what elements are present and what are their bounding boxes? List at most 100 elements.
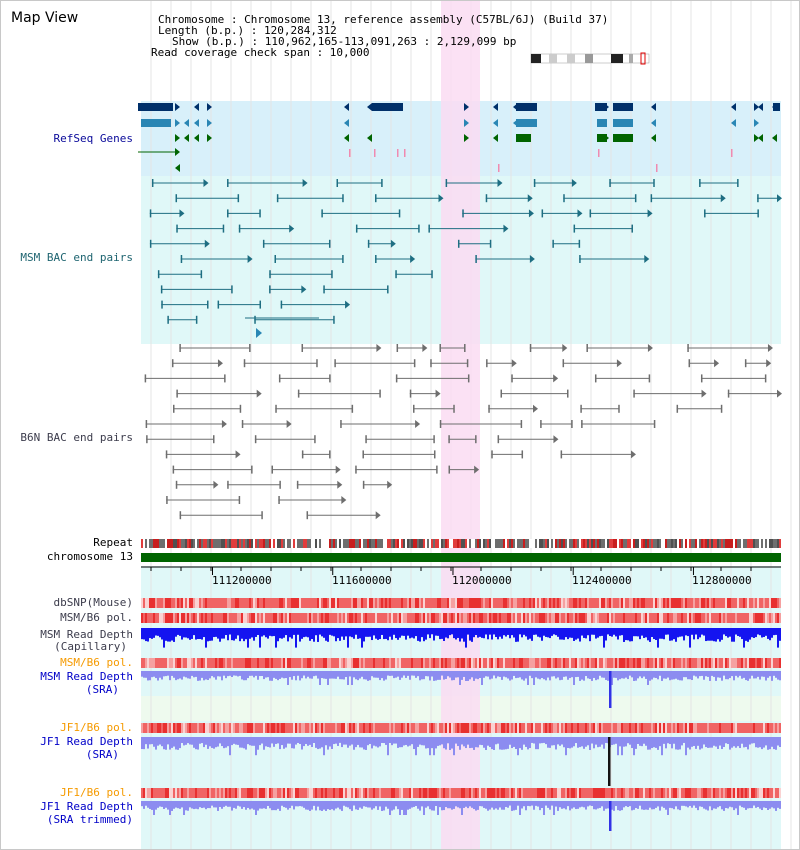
track-label-jf1-pol-trimmed[interactable]: JF1/B6 pol. xyxy=(60,786,133,799)
jf1-pol-heat xyxy=(583,723,585,733)
track-label-refseq[interactable]: RefSeq Genes xyxy=(53,132,133,145)
dbsnp-heat xyxy=(541,598,543,608)
dbsnp-heat xyxy=(563,598,565,608)
msm-pol-heat xyxy=(661,613,663,623)
dbsnp-heat xyxy=(741,598,743,608)
msm-depth-capillary-bar xyxy=(247,628,249,648)
msm-pol-heat xyxy=(419,613,421,623)
track-label-msm-pol[interactable]: MSM/B6 pol. xyxy=(60,611,133,624)
msm-depth-sra-bar xyxy=(499,671,501,677)
msm-pol-sra-heat xyxy=(249,658,251,668)
jf1-depth-sra-bar xyxy=(747,737,749,750)
msm-depth-capillary-bar xyxy=(569,628,571,638)
repeat-mark xyxy=(151,539,153,548)
track-label-msm-bac[interactable]: MSM BAC end pairs xyxy=(20,251,133,264)
jf1-depth-trimmed-bar xyxy=(463,801,465,808)
jf1-depth-trimmed-bar xyxy=(449,801,451,809)
dbsnp-heat xyxy=(229,598,231,608)
repeat-mark xyxy=(375,539,377,548)
msm-pol-sra-heat xyxy=(733,658,735,668)
track-label-jf1-pol[interactable]: JF1/B6 pol. xyxy=(60,721,133,734)
jf1-depth-sra-bar xyxy=(767,737,769,750)
msm-pol-sra-heat xyxy=(667,658,669,668)
jf1-depth-trimmed-bar xyxy=(589,801,591,806)
jf1-depth-sra-bar xyxy=(567,737,569,748)
msm-pol-sra-heat xyxy=(623,658,625,668)
msm-depth-capillary-bar xyxy=(767,628,769,639)
track-label-msm-depth-capillary[interactable]: MSM Read Depth xyxy=(40,628,133,641)
gene-block xyxy=(613,119,633,127)
jf1-pol-heat xyxy=(245,723,247,733)
msm-bac-pair xyxy=(333,315,335,324)
jf1-depth-sra-bar xyxy=(681,737,683,746)
msm-pol-heat xyxy=(363,613,365,623)
jf1-depth-sra-bar xyxy=(619,737,621,747)
axis-tick-label: 112000000 xyxy=(452,574,512,587)
jf1-pol-heat xyxy=(757,723,759,733)
msm-depth-capillary-bar xyxy=(215,628,217,637)
jf1-depth-sra-bar xyxy=(187,737,189,744)
repeat-mark xyxy=(325,539,327,548)
jf1-pol-trimmed-heat xyxy=(445,788,447,798)
dbsnp-heat xyxy=(761,598,763,608)
msm-pol-heat xyxy=(569,613,571,623)
track-label-jf1-depth-trimmed[interactable]: JF1 Read Depth xyxy=(40,800,133,813)
jf1-depth-trimmed-bar xyxy=(543,801,545,815)
repeat-mark xyxy=(551,539,553,548)
msm-pol-heat xyxy=(251,613,253,623)
jf1-depth-sra-bar xyxy=(433,737,435,756)
msm-pol-sra-heat xyxy=(751,658,753,668)
msm-depth-sra-bar xyxy=(757,671,759,677)
msm-depth-sra-bar xyxy=(177,671,179,680)
jf1-depth-sra-bar xyxy=(333,737,335,745)
msm-depth-sra-bar xyxy=(719,671,721,678)
track-label-jf1-depth-sra[interactable]: JF1 Read Depth xyxy=(40,735,133,748)
dbsnp-heat xyxy=(593,598,595,608)
track-label-b6n-bac[interactable]: B6N BAC end pairs xyxy=(20,431,133,444)
b6n-bac-pair xyxy=(362,450,364,459)
msm-depth-capillary-bar xyxy=(421,628,423,638)
dbsnp-heat xyxy=(331,598,333,608)
msm-depth-sra-bar xyxy=(713,671,715,677)
jf1-depth-sra-bar xyxy=(167,737,169,745)
msm-depth-sra-bar xyxy=(567,671,569,680)
msm-pol-heat xyxy=(645,613,647,623)
msm-depth-capillary-bar xyxy=(207,628,209,642)
track-label-msm-pol-sra[interactable]: MSM/B6 pol. xyxy=(60,656,133,669)
jf1-depth-sra-bar xyxy=(735,737,737,748)
msm-pol-heat xyxy=(277,613,279,623)
jf1-depth-sra-bar xyxy=(401,737,403,748)
track-label-chromosome[interactable]: chromosome 13 xyxy=(46,550,133,563)
msm-pol-sra-heat xyxy=(173,658,175,668)
track-label-dbsnp[interactable]: dbSNP(Mouse) xyxy=(53,596,133,609)
track-label-repeat[interactable]: Repeat xyxy=(93,536,133,549)
jf1-depth-trimmed-bar xyxy=(715,801,717,809)
jf1-depth-trimmed-bar xyxy=(251,801,253,809)
msm-pol-sra-heat xyxy=(203,658,205,668)
repeat-mark xyxy=(633,539,635,548)
jf1-pol-heat xyxy=(315,723,317,733)
msm-depth-sra-bar xyxy=(431,671,433,677)
jf1-depth-trimmed-bar xyxy=(539,801,541,811)
jf1-pol-trimmed-heat xyxy=(279,788,281,798)
jf1-depth-sra-bar xyxy=(449,737,451,750)
jf1-pol-heat xyxy=(177,723,179,733)
jf1-depth-trimmed-bar xyxy=(293,801,295,810)
b6n-bac-pair xyxy=(335,465,341,474)
repeat-mark xyxy=(275,539,277,548)
msm-depth-sra-bar xyxy=(633,671,635,681)
msm-depth-sra-bar xyxy=(673,671,675,680)
msm-pol-heat xyxy=(193,613,195,623)
gene-tick xyxy=(349,149,351,157)
msm-depth-sra-bar xyxy=(405,671,407,678)
msm-pol-heat xyxy=(321,613,323,623)
track-label-msm-depth-sra[interactable]: MSM Read Depth xyxy=(40,670,133,683)
msm-bac-pair xyxy=(280,300,283,309)
jf1-depth-sra-bar xyxy=(643,737,645,744)
msm-depth-sra-bar xyxy=(721,671,723,681)
msm-pol-heat xyxy=(187,613,189,623)
msm-bac-pair xyxy=(375,255,377,263)
jf1-pol-heat xyxy=(749,723,751,733)
jf1-depth-trimmed-bar xyxy=(433,801,435,811)
